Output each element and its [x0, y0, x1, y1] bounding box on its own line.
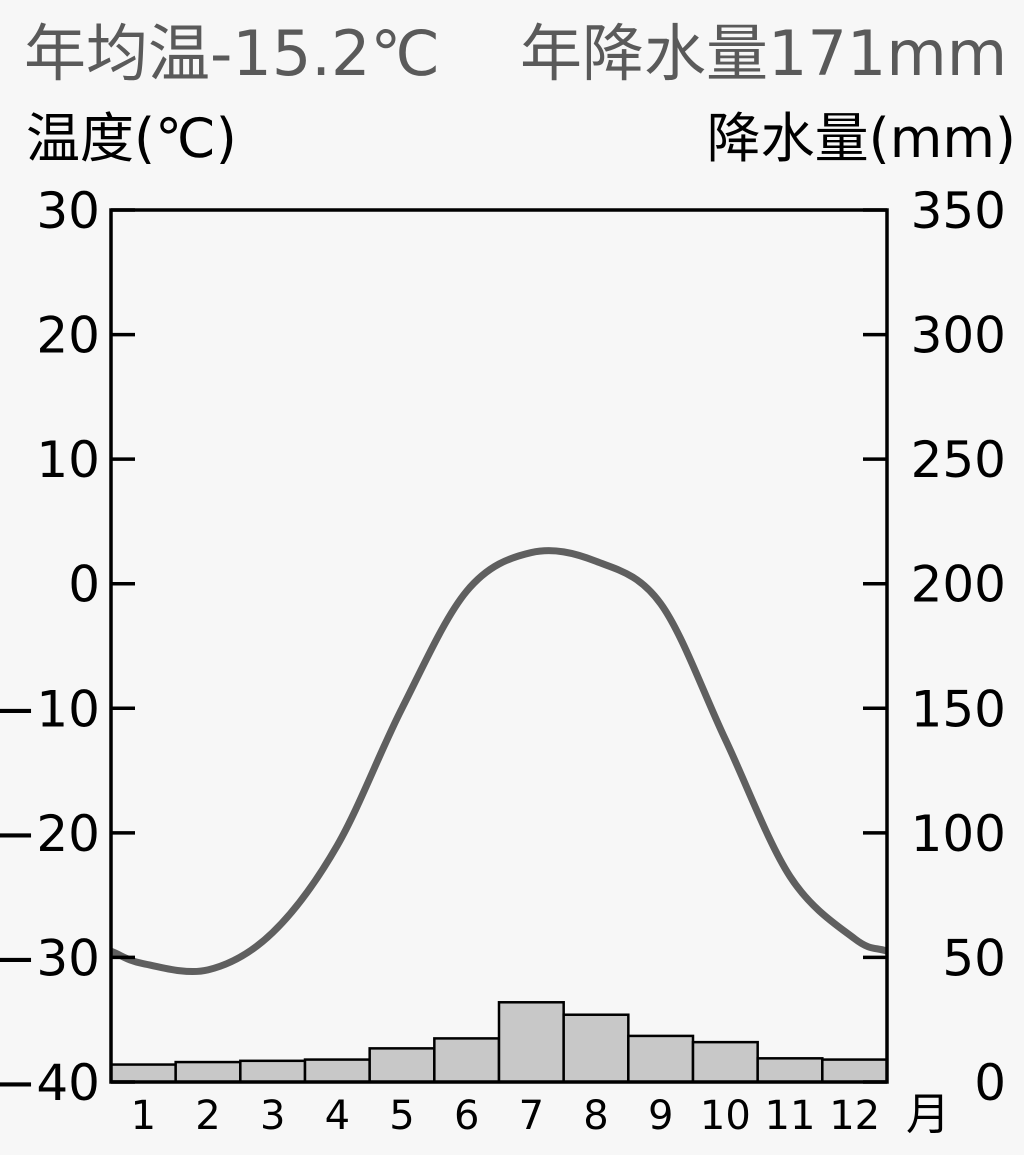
left-axis-tick-label: 30 [36, 182, 100, 240]
left-axis-tick-label: −10 [0, 680, 100, 738]
month-tick-label: 4 [325, 1093, 350, 1139]
month-tick-label: 7 [519, 1093, 544, 1139]
precipitation-bar [756, 1057, 824, 1084]
month-tick-label: 3 [260, 1093, 285, 1139]
month-tick-label: 5 [389, 1093, 414, 1139]
right-axis-tick-label: 200 [911, 556, 1006, 614]
plot-frame [109, 208, 889, 1084]
precipitation-bar [303, 1058, 371, 1084]
month-tick-label: 2 [195, 1093, 220, 1139]
precipitation-bar [691, 1040, 759, 1084]
precipitation-bar [174, 1060, 242, 1084]
annual-precipitation-label: 年降水量171mm [520, 17, 1008, 90]
month-tick-label: 10 [700, 1093, 751, 1139]
right-axis-tick-label: 350 [911, 182, 1006, 240]
month-tick-label: 8 [583, 1093, 608, 1139]
precipitation-bar [562, 1013, 630, 1084]
right-axis-tick-label: 300 [911, 307, 1006, 365]
right-axis-tick-label: 50 [942, 929, 1006, 987]
left-axis-tick-label: 20 [36, 307, 100, 365]
left-axis-tick-label: −40 [0, 1054, 100, 1112]
month-tick-label: 1 [131, 1093, 156, 1139]
left-axis-tick-label: 0 [68, 556, 100, 614]
right-axis-tick-label: 100 [911, 805, 1006, 863]
x-axis-title: 月 [906, 1089, 950, 1140]
right-axis-tick-label: 250 [911, 431, 1006, 489]
precipitation-bar [368, 1047, 436, 1084]
month-tick-label: 9 [648, 1093, 673, 1139]
month-tick-label: 11 [765, 1093, 816, 1139]
precipitation-bar [109, 1063, 177, 1084]
month-tick-label: 12 [829, 1093, 880, 1139]
left-axis-tick-label: 10 [36, 431, 100, 489]
month-tick-label: 6 [454, 1093, 479, 1139]
precipitation-bar [821, 1058, 889, 1084]
temperature-line [111, 547, 887, 976]
right-axis-tick-label: 0 [974, 1054, 1006, 1112]
left-axis-tick-label: −30 [0, 929, 100, 987]
precipitation-bar [627, 1034, 695, 1084]
left-axis-tick-label: −20 [0, 805, 100, 863]
left-axis-title: 温度(℃) [26, 107, 237, 170]
right-axis-tick-label: 150 [911, 680, 1006, 738]
right-axis-title: 降水量(mm) [706, 107, 1016, 170]
precipitation-bar [497, 1001, 565, 1084]
precipitation-bar [433, 1037, 501, 1084]
annual-temperature-label: 年均温-15.2℃ [24, 17, 441, 90]
precipitation-bar [239, 1059, 307, 1084]
